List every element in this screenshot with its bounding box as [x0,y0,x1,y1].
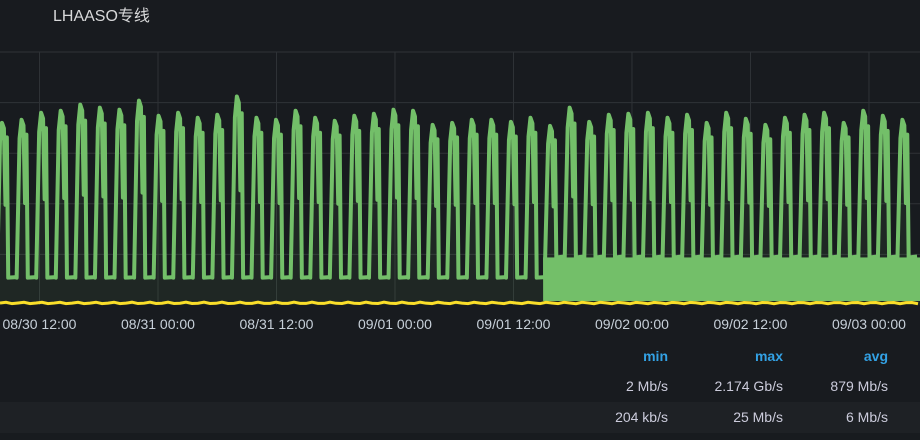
time-series-chart[interactable] [0,0,920,310]
panel-title[interactable]: LHAASO专线 [53,8,150,25]
legend-row[interactable]: 204 kb/s 25 Mb/s 6 Mb/s [0,402,920,433]
series-a-dense-fill [543,257,920,301]
legend-header-min[interactable]: min [643,348,668,364]
legend-avg: 6 Mb/s [845,409,888,425]
x-tick-label: 08/31 12:00 [239,316,314,332]
legend-min: 204 kb/s [615,409,668,425]
legend-avg: 879 Mb/s [830,378,888,394]
x-tick-label: 08/30 12:00 [2,316,77,332]
legend-max: 2.174 Gb/s [714,378,784,394]
legend-max: 25 Mb/s [733,409,783,425]
legend: min max avg 2 Mb/s 2.174 Gb/s 879 Mb/s 2… [0,340,920,433]
x-tick-label: 09/01 12:00 [476,316,551,332]
legend-header-avg[interactable]: avg [863,348,888,364]
x-tick-label: 08/31 00:00 [121,316,195,332]
series-a-line [0,94,918,280]
series-b-line [0,300,919,306]
x-tick-label: 09/02 12:00 [713,316,788,332]
legend-min: 2 Mb/s [625,378,668,394]
series-a-area [0,96,920,305]
x-tick-label: 09/01 00:00 [358,316,432,332]
legend-header-max[interactable]: max [754,348,783,364]
x-tick-label: 09/03 00:00 [831,316,906,332]
x-tick-label: 09/02 00:00 [595,316,669,332]
series [0,94,920,306]
legend-header: min max avg [0,340,920,371]
legend-row[interactable]: 2 Mb/s 2.174 Gb/s 879 Mb/s [0,371,920,402]
